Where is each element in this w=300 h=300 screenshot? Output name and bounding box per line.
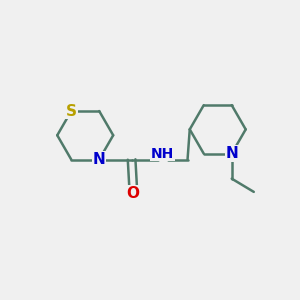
Text: N: N (93, 152, 106, 167)
Text: N: N (225, 146, 238, 161)
Text: O: O (127, 186, 140, 201)
Text: NH: NH (151, 147, 174, 160)
Text: S: S (66, 103, 77, 118)
